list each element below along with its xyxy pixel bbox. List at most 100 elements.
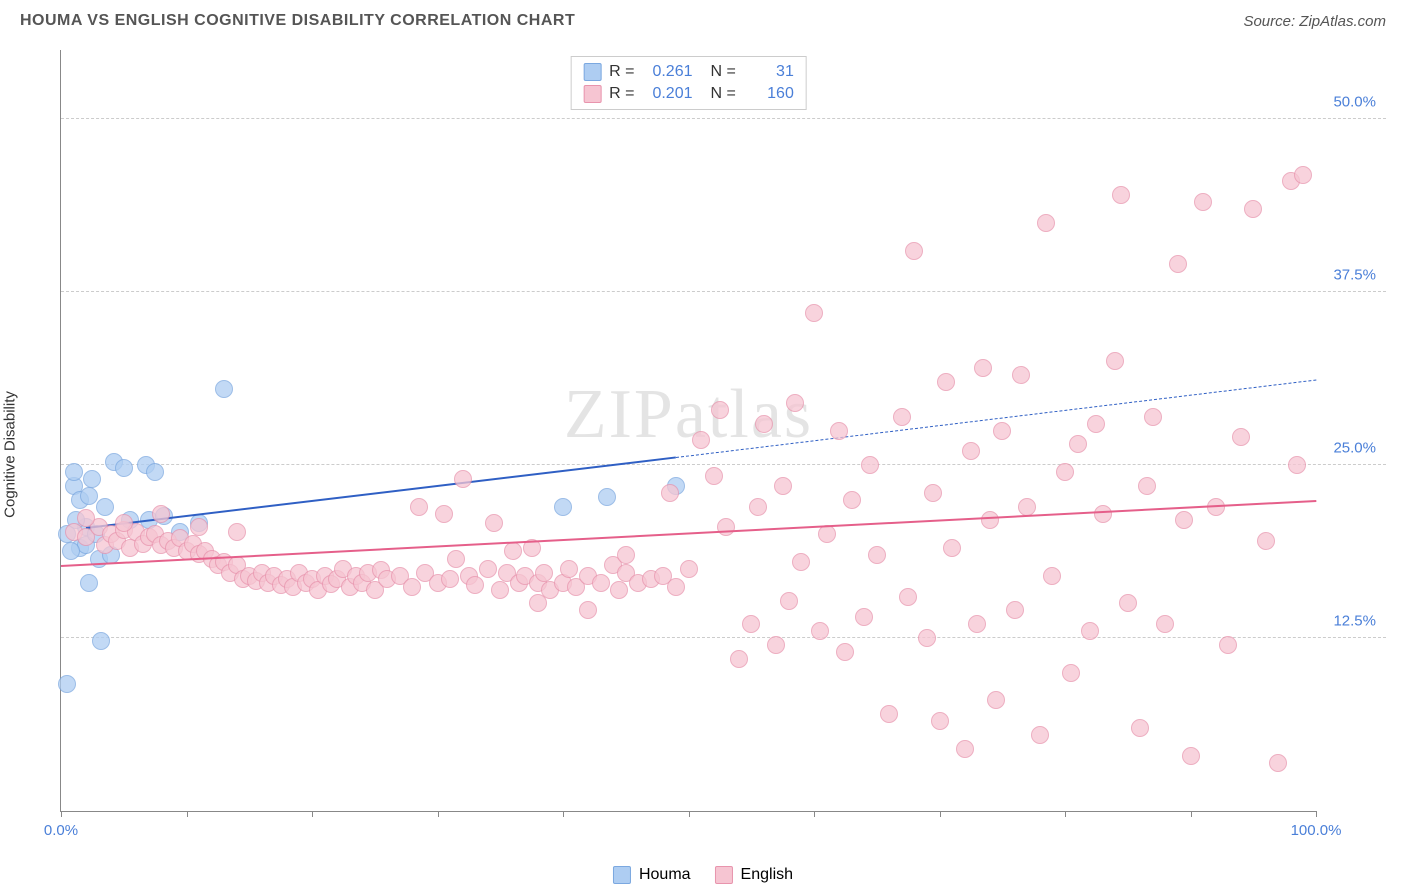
plot-area: ZIPatlas R =0.261N =31R =0.201N =160 12.… — [60, 50, 1316, 812]
scatter-point — [680, 560, 698, 578]
scatter-point — [717, 518, 735, 536]
legend-swatch — [583, 63, 601, 81]
scatter-point — [962, 442, 980, 460]
scatter-point — [692, 431, 710, 449]
scatter-point — [1087, 415, 1105, 433]
scatter-point — [92, 632, 110, 650]
scatter-point — [1081, 622, 1099, 640]
scatter-point — [403, 578, 421, 596]
legend-n-label: N = — [711, 85, 736, 103]
chart-header: HOUMA VS ENGLISH COGNITIVE DISABILITY CO… — [0, 0, 1406, 36]
scatter-point — [868, 546, 886, 564]
scatter-point — [774, 477, 792, 495]
scatter-point — [228, 523, 246, 541]
scatter-point — [968, 615, 986, 633]
trend-line — [61, 500, 1316, 567]
scatter-point — [504, 542, 522, 560]
scatter-point — [80, 574, 98, 592]
scatter-point — [880, 705, 898, 723]
scatter-point — [1018, 498, 1036, 516]
legend-swatch — [583, 85, 601, 103]
scatter-point — [435, 505, 453, 523]
scatter-point — [661, 484, 679, 502]
scatter-point — [1175, 511, 1193, 529]
watermark: ZIPatlas — [564, 375, 813, 455]
scatter-point — [861, 456, 879, 474]
trend-line — [676, 379, 1316, 457]
scatter-point — [1056, 463, 1074, 481]
scatter-point — [77, 509, 95, 527]
scatter-point — [1012, 366, 1030, 384]
scatter-point — [993, 422, 1011, 440]
scatter-point — [579, 601, 597, 619]
scatter-point — [755, 415, 773, 433]
scatter-point — [529, 594, 547, 612]
legend-correlation: R =0.261N =31R =0.201N =160 — [570, 56, 807, 110]
legend-series-item: Houma — [613, 866, 691, 884]
legend-series-label: Houma — [639, 866, 691, 884]
scatter-point — [1069, 435, 1087, 453]
scatter-point — [956, 740, 974, 758]
scatter-point — [931, 712, 949, 730]
legend-swatch — [715, 866, 733, 884]
scatter-point — [410, 498, 428, 516]
legend-n-value: 31 — [744, 63, 794, 81]
scatter-point — [1232, 428, 1250, 446]
legend-r-label: R = — [609, 85, 634, 103]
scatter-point — [1094, 505, 1112, 523]
scatter-point — [617, 546, 635, 564]
scatter-point — [1043, 567, 1061, 585]
legend-r-value: 0.201 — [643, 85, 693, 103]
legend-r-value: 0.261 — [643, 63, 693, 81]
scatter-point — [96, 498, 114, 516]
scatter-point — [215, 380, 233, 398]
scatter-point — [491, 581, 509, 599]
scatter-point — [146, 463, 164, 481]
scatter-point — [893, 408, 911, 426]
chart-source: Source: ZipAtlas.com — [1243, 13, 1386, 30]
scatter-point — [918, 629, 936, 647]
gridline — [61, 464, 1386, 465]
chart-title: HOUMA VS ENGLISH COGNITIVE DISABILITY CO… — [20, 12, 575, 30]
scatter-point — [981, 511, 999, 529]
y-tick-label: 37.5% — [1333, 267, 1376, 284]
legend-correlation-row: R =0.261N =31 — [583, 61, 794, 83]
scatter-point — [786, 394, 804, 412]
scatter-point — [780, 592, 798, 610]
scatter-point — [447, 550, 465, 568]
scatter-point — [767, 636, 785, 654]
scatter-point — [1156, 615, 1174, 633]
scatter-point — [1062, 664, 1080, 682]
scatter-point — [1144, 408, 1162, 426]
y-tick-label: 50.0% — [1333, 94, 1376, 111]
scatter-point — [152, 505, 170, 523]
scatter-point — [592, 574, 610, 592]
scatter-point — [855, 608, 873, 626]
scatter-point — [1219, 636, 1237, 654]
x-tick — [563, 811, 564, 817]
scatter-point — [987, 691, 1005, 709]
x-tick-label: 100.0% — [1291, 822, 1342, 839]
scatter-point — [1112, 186, 1130, 204]
scatter-point — [899, 588, 917, 606]
scatter-point — [974, 359, 992, 377]
chart-container: ZIPatlas R =0.261N =31R =0.201N =160 12.… — [50, 50, 1386, 842]
scatter-point — [1006, 601, 1024, 619]
x-tick — [1316, 811, 1317, 817]
legend-n-label: N = — [711, 63, 736, 81]
scatter-point — [441, 570, 459, 588]
legend-swatch — [613, 866, 631, 884]
scatter-point — [1288, 456, 1306, 474]
gridline — [61, 637, 1386, 638]
scatter-point — [1294, 166, 1312, 184]
legend-n-value: 160 — [744, 85, 794, 103]
scatter-point — [115, 459, 133, 477]
x-tick — [61, 811, 62, 817]
scatter-point — [1182, 747, 1200, 765]
scatter-point — [1269, 754, 1287, 772]
y-tick-label: 12.5% — [1333, 613, 1376, 630]
scatter-point — [560, 560, 578, 578]
scatter-point — [83, 470, 101, 488]
scatter-point — [1131, 719, 1149, 737]
scatter-point — [479, 560, 497, 578]
